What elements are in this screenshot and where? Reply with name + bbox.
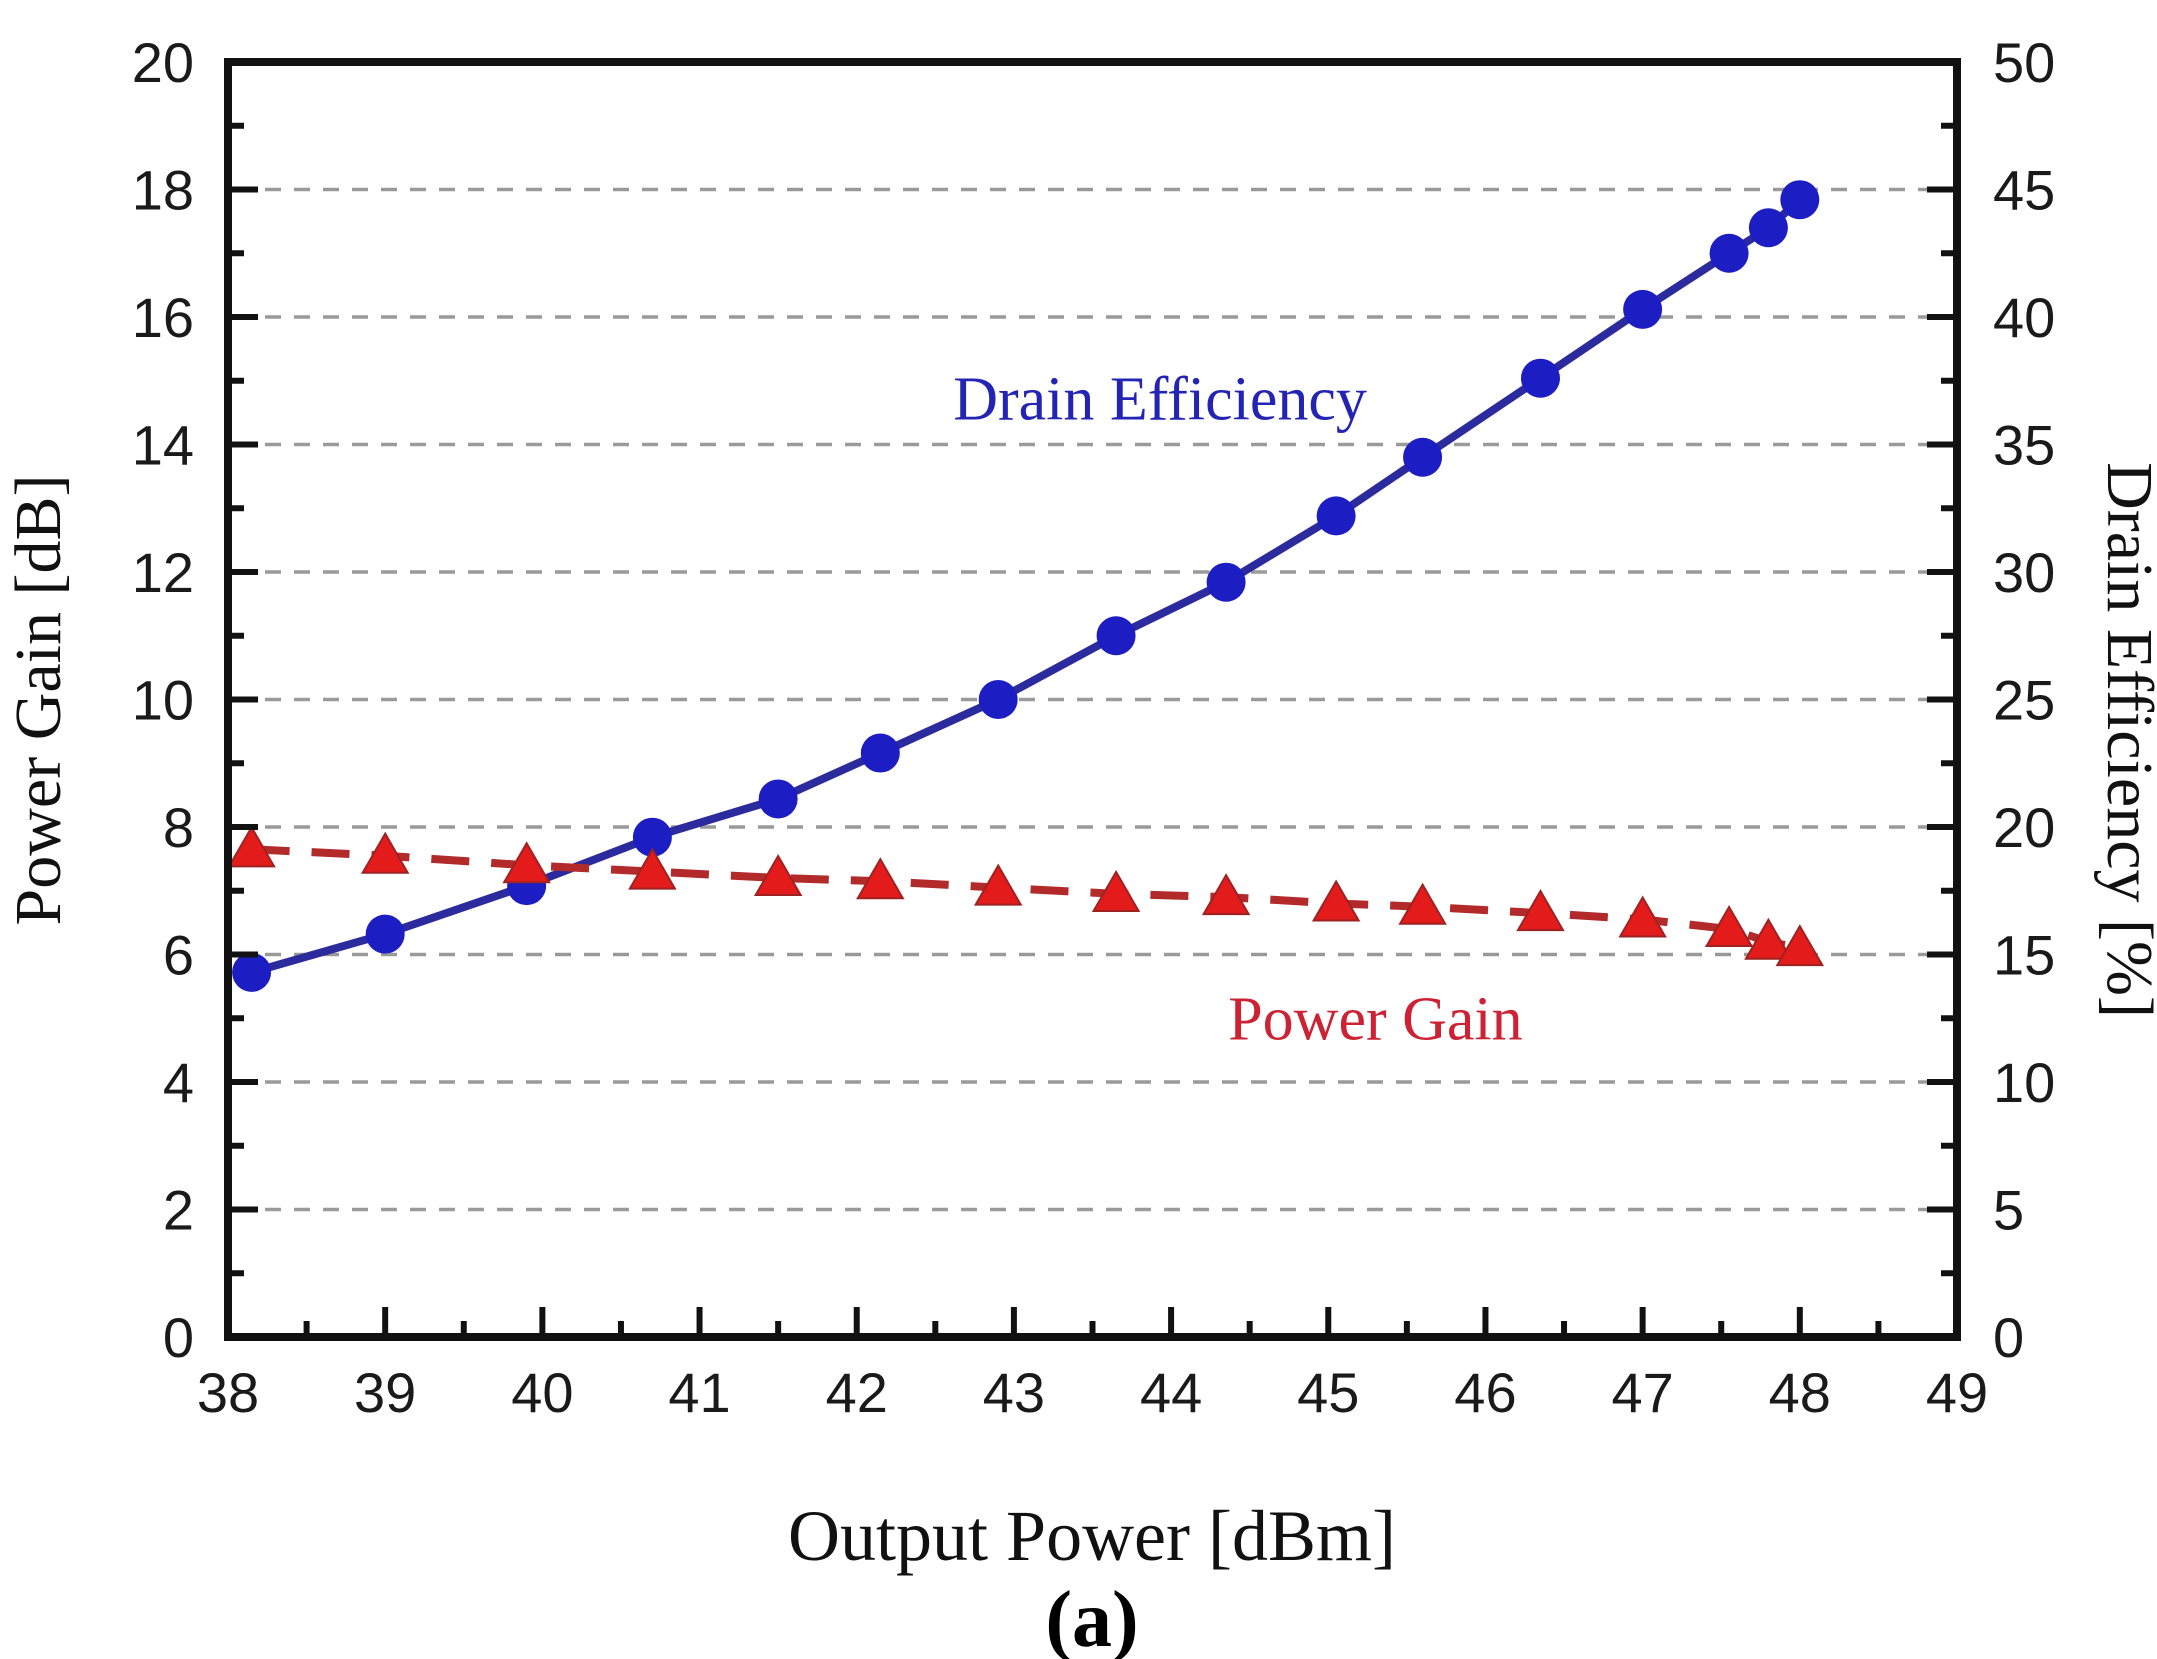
data-point-circle xyxy=(232,952,272,992)
axes-layer xyxy=(224,58,1961,1341)
data-point-triangle xyxy=(502,841,551,884)
x-tick-label: 44 xyxy=(1140,1361,1202,1424)
right-tick-label: 45 xyxy=(1993,159,2055,222)
x-tick-label: 42 xyxy=(826,1361,888,1424)
data-point-circle xyxy=(1096,616,1136,656)
series-label-annotation: Drain Efficiency xyxy=(953,366,1367,434)
data-point-circle xyxy=(860,733,900,773)
left-tick-label: 8 xyxy=(163,796,194,859)
left-tick-label: 2 xyxy=(163,1179,194,1242)
gridlines-layer xyxy=(236,187,1949,1212)
data-point-triangle xyxy=(1311,879,1361,922)
left-tick-label: 12 xyxy=(132,541,194,604)
right-tick-label: 30 xyxy=(1993,541,2055,604)
data-point-triangle xyxy=(856,857,905,900)
right-tick-label: 40 xyxy=(1993,286,2055,349)
right-tick-label: 10 xyxy=(1993,1051,2055,1114)
data-point-circle xyxy=(1206,562,1246,602)
right-tick-label: 0 xyxy=(1993,1306,2024,1369)
data-point-triangle xyxy=(1704,904,1754,947)
x-tick-label: 43 xyxy=(983,1361,1045,1424)
left-tick-label: 18 xyxy=(132,159,194,222)
right-tick-label: 50 xyxy=(1993,31,2055,94)
data-point-triangle xyxy=(973,863,1023,906)
x-tick-label: 48 xyxy=(1769,1361,1831,1424)
data-point-circle xyxy=(758,779,798,819)
x-tick-label: 38 xyxy=(197,1361,259,1424)
power-gain-series xyxy=(227,825,1825,967)
left-tick-label: 4 xyxy=(163,1051,194,1114)
x-tick-label: 41 xyxy=(668,1361,730,1424)
data-point-triangle xyxy=(1201,873,1251,916)
drain-efficiency-line xyxy=(250,196,1803,977)
series-label-annotation: Power Gain xyxy=(1228,985,1522,1053)
data-point-triangle xyxy=(1744,917,1793,960)
data-point-circle xyxy=(365,914,405,954)
data-point-circle xyxy=(1623,289,1663,329)
right-tick-label: 25 xyxy=(1993,669,2055,732)
tick-labels-layer: 38 39 40 41 42 43 44 45 46 47 48 490246810121416182… xyxy=(132,31,2056,1424)
data-point-circle xyxy=(1780,180,1820,220)
x-tick-label: 39 xyxy=(354,1361,416,1424)
data-point-triangle xyxy=(1398,882,1447,925)
left-tick-label: 14 xyxy=(132,414,194,477)
x-tick-label: 49 xyxy=(1926,1361,1988,1424)
x-tick-label: 45 xyxy=(1297,1361,1359,1424)
x-tick-label: 46 xyxy=(1454,1361,1516,1424)
left-tick-label: 0 xyxy=(163,1306,194,1369)
data-point-triangle xyxy=(753,853,803,896)
data-point-circle xyxy=(632,817,672,857)
data-point-triangle xyxy=(1516,889,1565,932)
right-tick-label: 15 xyxy=(1993,924,2055,987)
x-tick-label: 47 xyxy=(1611,1361,1673,1424)
data-point-circle xyxy=(978,680,1018,719)
data-point-circle xyxy=(1748,208,1788,248)
data-point-triangle xyxy=(360,831,410,874)
data-point-triangle xyxy=(1618,895,1667,938)
left-axis-title: Power Gain [dB] xyxy=(2,475,75,926)
data-point-triangle xyxy=(628,847,677,890)
figure-caption: (a) xyxy=(1045,1576,1138,1659)
data-point-triangle xyxy=(1775,924,1825,967)
series-layer xyxy=(227,180,1825,992)
data-point-circle xyxy=(1709,233,1749,273)
right-tick-label: 5 xyxy=(1993,1179,2024,1242)
left-tick-label: 16 xyxy=(132,286,194,349)
x-tick-label: 40 xyxy=(511,1361,573,1424)
right-axis-title: Drain Efficiency [%] xyxy=(2093,462,2157,1018)
series-annotations-layer: Drain Efficiency Power Gain xyxy=(953,366,1522,1054)
x-axis-title: Output Power [dBm] xyxy=(788,1496,1396,1576)
data-point-circle xyxy=(1316,496,1356,536)
left-tick-label: 10 xyxy=(132,669,194,732)
left-tick-label: 6 xyxy=(163,924,194,987)
power-gain-line xyxy=(251,845,1801,953)
right-tick-label: 35 xyxy=(1993,414,2055,477)
right-tick-label: 20 xyxy=(1993,796,2055,859)
data-point-circle xyxy=(1403,437,1443,477)
data-point-triangle xyxy=(1091,869,1141,912)
left-tick-label: 20 xyxy=(132,31,194,94)
data-point-circle xyxy=(1520,358,1560,398)
drain-efficiency-series xyxy=(232,180,1820,992)
data-point-triangle xyxy=(227,825,276,868)
